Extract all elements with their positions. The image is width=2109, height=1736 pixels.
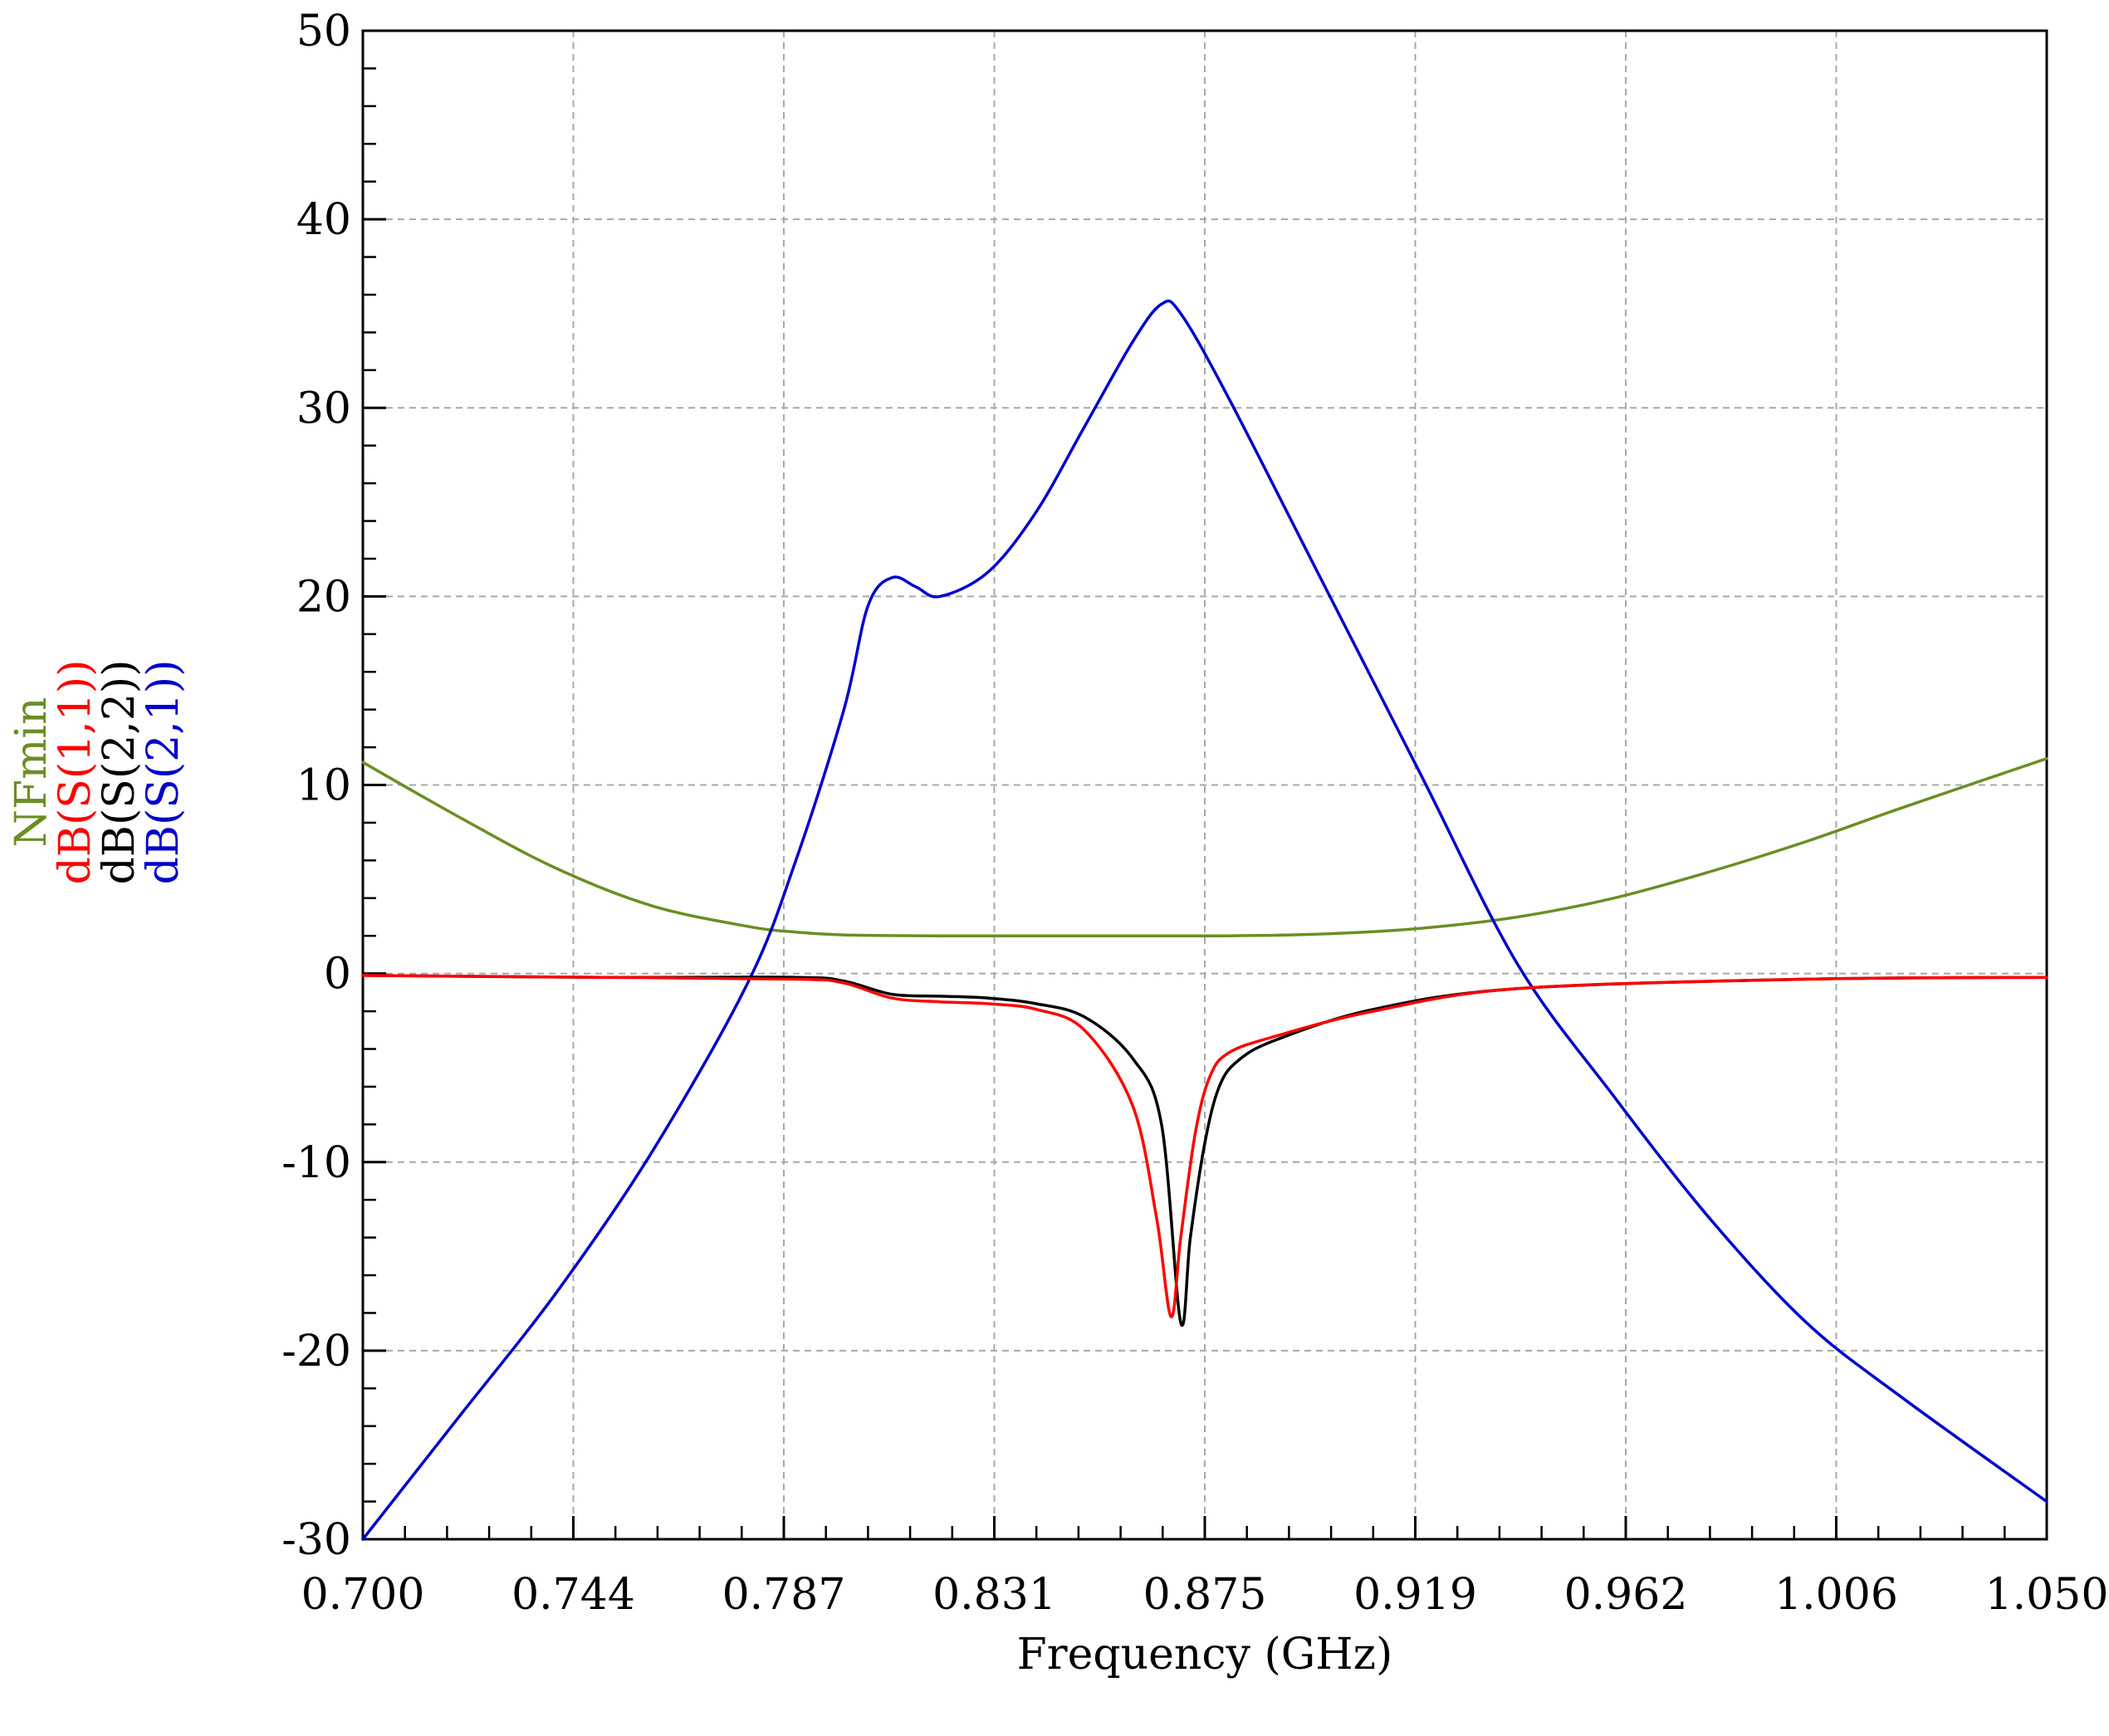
series-line-nfmin [361, 756, 2048, 938]
y-tick-label: -30 [281, 1515, 351, 1565]
minor-ticks [361, 29, 2048, 1541]
y-tick-label: 50 [296, 7, 351, 56]
x-tick-label: 0.962 [1564, 1570, 1688, 1620]
x-tick-label: 0.875 [1143, 1570, 1267, 1620]
legend-label-db-s-1-1: dB(S(1,1)) [51, 660, 100, 885]
x-axis-title: Frequency (GHz) [1017, 1630, 1393, 1680]
legend-label-db-s-2-1: dB(S(2,1)) [139, 660, 188, 885]
series-lines [361, 299, 2048, 1541]
y-tick-label: 10 [296, 761, 351, 811]
legend-label-db-s-2-2: dB(S(2,2)) [95, 660, 144, 885]
y-tick-label: 0 [324, 950, 351, 1000]
gridlines [363, 31, 2047, 1539]
y-tick-label: -10 [281, 1138, 351, 1188]
series-line-db-s-2-2 [361, 974, 2048, 1327]
y-tick-label: -20 [281, 1327, 351, 1377]
series-line-db-s-2-1 [361, 299, 2048, 1541]
x-tick-label: 1.006 [1774, 1570, 1898, 1620]
x-tick-label: 0.831 [932, 1570, 1056, 1620]
x-tick-label: 0.787 [722, 1570, 846, 1620]
y-tick-label: 40 [296, 195, 351, 245]
y-tick-label: 20 [296, 572, 351, 622]
x-tick-label: 1.050 [1985, 1570, 2109, 1620]
x-tick-labels: 0.700 0.744 0.787 0.831 0.875 0.919 0.962 1.006… [301, 1570, 2109, 1620]
x-tick-label: 0.919 [1353, 1570, 1477, 1620]
x-tick-label: 0.700 [301, 1570, 425, 1620]
y-tick-labels: 50 40 30 20 10 0 -10 -20 -30 [281, 7, 351, 1565]
x-tick-label: 0.744 [511, 1570, 635, 1620]
y-tick-label: 30 [296, 384, 351, 433]
series-line-db-s-1-1 [361, 974, 2048, 1318]
legend-label-nfmin: NFmin [7, 697, 56, 847]
